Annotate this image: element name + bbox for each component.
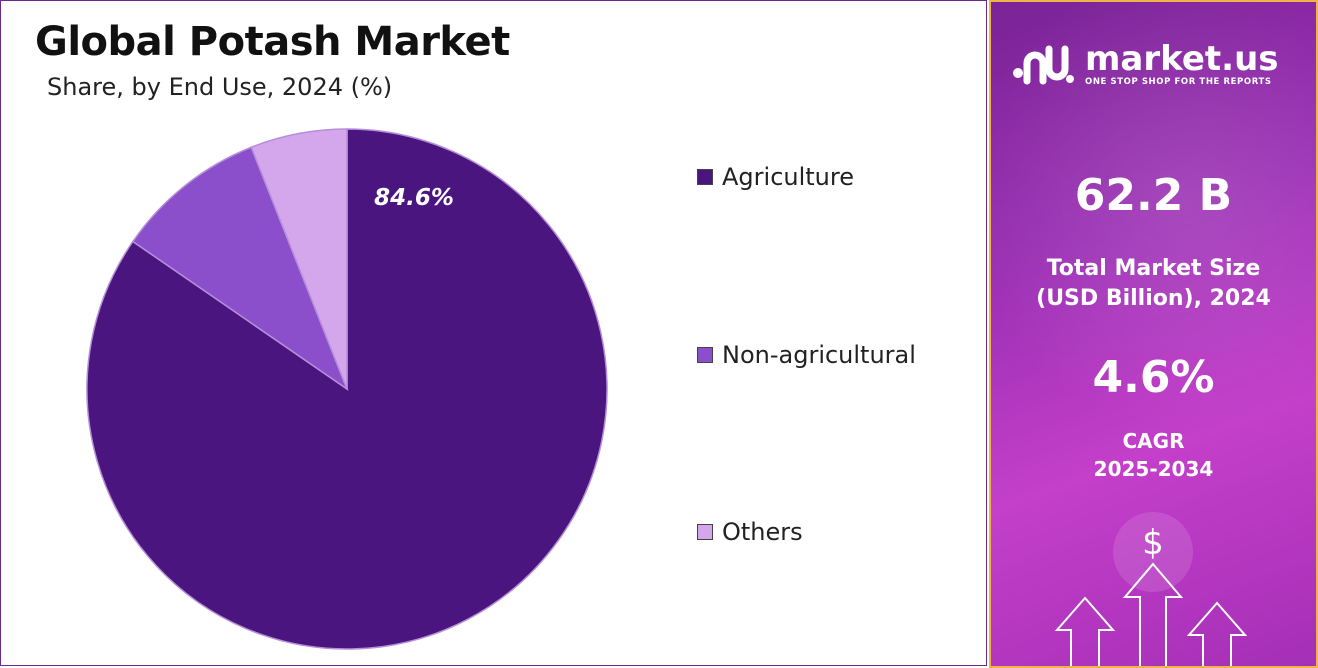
pie-slice-non-agricultural (131, 146, 349, 392)
market-size-value: 62.2 B (1074, 170, 1233, 221)
cagr-label-line1: CAGR (1122, 429, 1185, 453)
market-size-label-line1: Total Market Size (1046, 256, 1261, 281)
dollar-growth-arrows-icon: $ (1054, 512, 1248, 666)
legend-item-non-agricultural: Non-agricultural (697, 341, 916, 369)
cagr-value: 4.6% (1092, 352, 1215, 403)
brand-name: market.us (1085, 39, 1279, 79)
legend-label-others: Others (722, 518, 803, 546)
market-us-logo-icon (1013, 45, 1074, 84)
chart-panel: Global Potash Market Share, by End Use, … (0, 0, 987, 666)
chart-title: Global Potash Market (35, 19, 510, 65)
brand-logo: market.us ONE STOP SHOP FOR THE REPORTS (1011, 42, 1279, 87)
chart-subtitle: Share, by End Use, 2024 (%) (47, 73, 393, 101)
pie-slice-others (250, 128, 348, 390)
legend-item-others: Others (697, 518, 803, 546)
legend-label-agriculture: Agriculture (722, 163, 854, 191)
pie-chart: 84.6% (86, 128, 608, 650)
legend-item-agriculture: Agriculture (697, 163, 854, 191)
legend-swatch-others (697, 524, 713, 540)
legend-swatch-agriculture (697, 169, 713, 185)
brand-tagline: ONE STOP SHOP FOR THE REPORTS (1085, 77, 1272, 87)
market-size-label-line2: (USD Billion), 2024 (1036, 286, 1271, 311)
legend-label-non-agricultural: Non-agricultural (722, 341, 916, 369)
data-label-agriculture: 84.6% (374, 185, 454, 211)
legend-swatch-non-agricultural (697, 347, 713, 363)
market-summary-panel: market.us ONE STOP SHOP FOR THE REPORTS … (989, 0, 1318, 668)
cagr-label-line2: 2025-2034 (1093, 457, 1214, 481)
svg-text:$: $ (1142, 523, 1164, 563)
